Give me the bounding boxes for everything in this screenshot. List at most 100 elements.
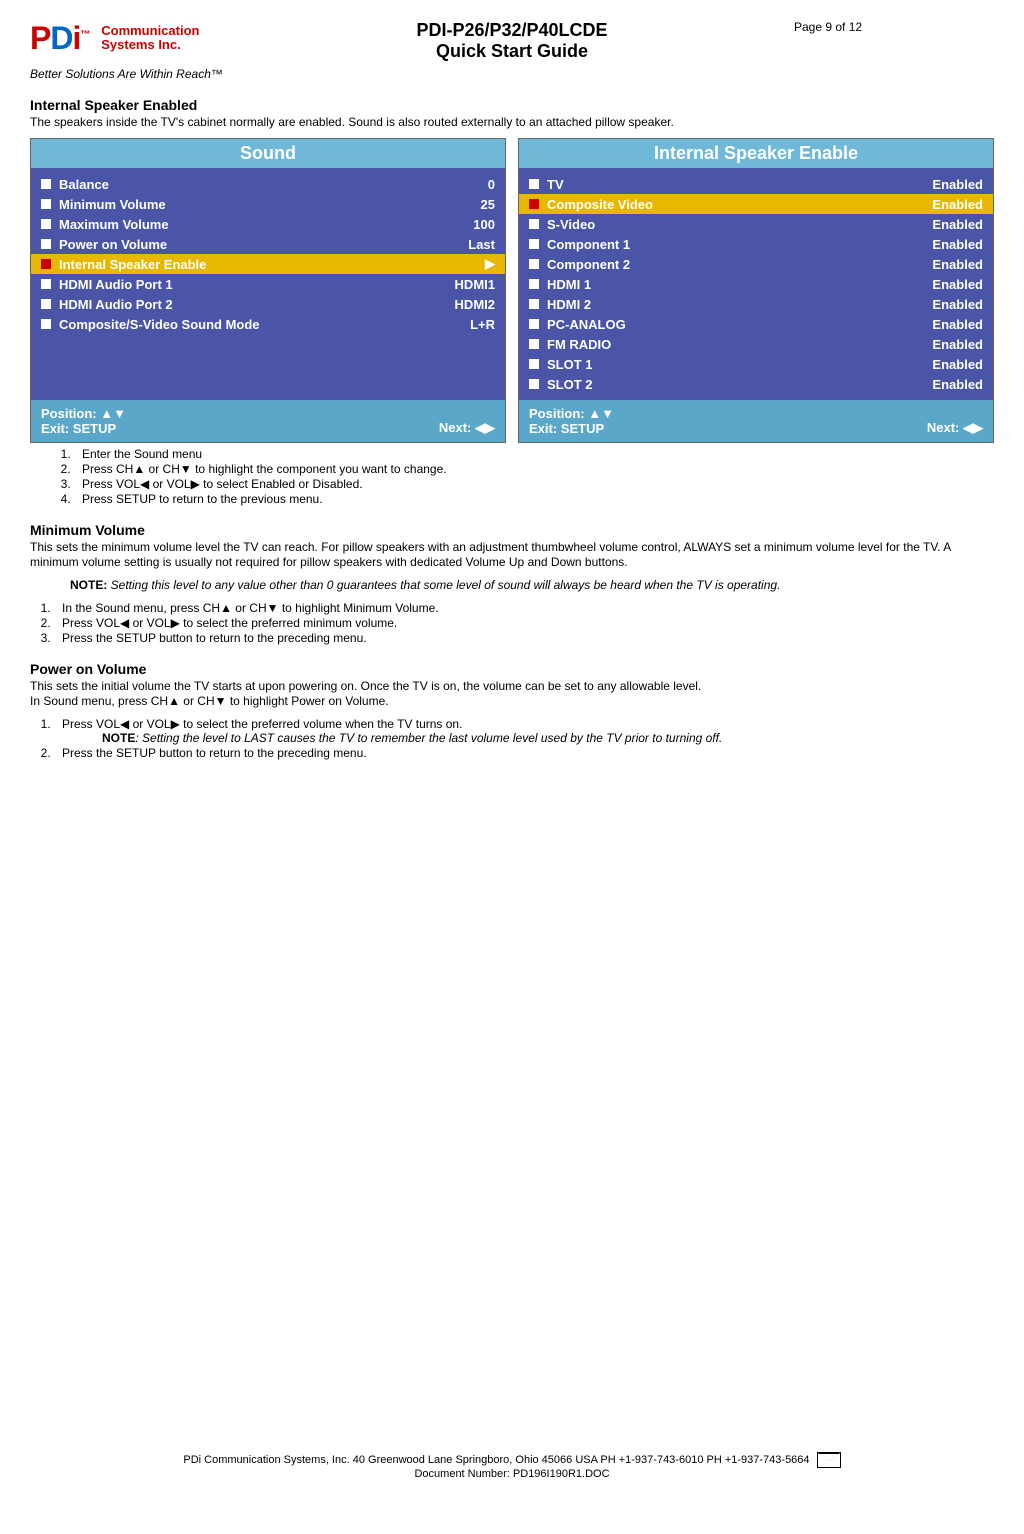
menu-row-value: Enabled — [932, 237, 983, 252]
logo: PDi™ — [30, 20, 97, 56]
footer-position: Position: ▲▼ — [529, 406, 927, 421]
list-item: Press VOL◀ or VOL▶ to select the preferr… — [54, 717, 994, 745]
menu-row: Component 1Enabled — [519, 234, 993, 254]
menu-row-label: Maximum Volume — [59, 217, 473, 232]
menu-row-label: S-Video — [547, 217, 932, 232]
menu-row-label: SLOT 1 — [547, 357, 932, 372]
sound-menu-title: Sound — [31, 139, 505, 168]
menu-row-value: 25 — [481, 197, 495, 212]
menu-row: Internal Speaker Enable▶ — [31, 254, 505, 274]
menu-row-value: Enabled — [932, 317, 983, 332]
list-item: Press the SETUP button to return to the … — [54, 631, 994, 645]
menu-row: Component 2Enabled — [519, 254, 993, 274]
menu-row: FM RADIOEnabled — [519, 334, 993, 354]
section-text-power-on-volume: This sets the initial volume the TV star… — [30, 679, 994, 694]
section-heading-internal-speaker: Internal Speaker Enabled — [30, 97, 994, 113]
menu-row-value: Enabled — [932, 357, 983, 372]
bullet-icon — [529, 179, 539, 189]
sound-menu: Sound Balance0Minimum Volume25Maximum Vo… — [30, 138, 506, 443]
menu-row-label: Composite/S-Video Sound Mode — [59, 317, 470, 332]
menu-row-value: Enabled — [932, 337, 983, 352]
bullet-icon — [529, 319, 539, 329]
menu-row: HDMI Audio Port 1HDMI1 — [31, 274, 505, 294]
envelope-icon — [817, 1452, 841, 1468]
menu-screenshots: Sound Balance0Minimum Volume25Maximum Vo… — [30, 138, 994, 443]
menu-row-value: HDMI2 — [455, 297, 495, 312]
menu-row-label: TV — [547, 177, 932, 192]
menu-row: PC-ANALOGEnabled — [519, 314, 993, 334]
bullet-icon — [41, 179, 51, 189]
menu-row-label: HDMI Audio Port 2 — [59, 297, 455, 312]
bullet-icon — [41, 239, 51, 249]
note-min-volume: NOTE: Setting this level to any value ot… — [70, 578, 994, 593]
internal-speaker-menu-title: Internal Speaker Enable — [519, 139, 993, 168]
menu-row-value: 100 — [473, 217, 495, 232]
menu-row-value: Enabled — [932, 297, 983, 312]
menu-row-value: L+R — [470, 317, 495, 332]
menu-row: HDMI 2Enabled — [519, 294, 993, 314]
bullet-icon — [529, 199, 539, 209]
menu-row: Composite/S-Video Sound ModeL+R — [31, 314, 505, 334]
bullet-icon — [529, 339, 539, 349]
bullet-icon — [41, 319, 51, 329]
menu-row-label: HDMI 2 — [547, 297, 932, 312]
section-text-internal-speaker: The speakers inside the TV's cabinet nor… — [30, 115, 994, 130]
menu-row: HDMI 1Enabled — [519, 274, 993, 294]
tagline: Better Solutions Are Within Reach™ — [30, 67, 290, 81]
bullet-icon — [529, 359, 539, 369]
footer-exit: Exit: SETUP — [41, 421, 439, 436]
section-heading-min-volume: Minimum Volume — [30, 522, 994, 538]
footer-exit: Exit: SETUP — [529, 421, 927, 436]
list-item: Press SETUP to return to the previous me… — [74, 492, 994, 506]
bullet-icon — [529, 379, 539, 389]
list-item: In the Sound menu, press CH▲ or CH▼ to h… — [54, 601, 994, 615]
sound-menu-footer: Position: ▲▼ Exit: SETUP Next: ◀▶ — [31, 400, 505, 442]
bullet-icon — [529, 239, 539, 249]
menu-row-label: HDMI Audio Port 1 — [59, 277, 455, 292]
menu-row-label: Component 2 — [547, 257, 932, 272]
menu-row-label: Minimum Volume — [59, 197, 481, 212]
menu-row-value: Last — [468, 237, 495, 252]
doc-title: PDI-P26/P32/P40LCDE Quick Start Guide — [290, 20, 734, 62]
bullet-icon — [41, 219, 51, 229]
menu-row-value: Enabled — [932, 377, 983, 392]
menu-row-label: Balance — [59, 177, 488, 192]
list-item: Enter the Sound menu — [74, 447, 994, 461]
menu-row-value: ▶ — [485, 256, 495, 272]
menu-row: Minimum Volume25 — [31, 194, 505, 214]
company-name: Communication Systems Inc. — [101, 24, 199, 53]
menu-row-label: HDMI 1 — [547, 277, 932, 292]
bullet-icon — [529, 299, 539, 309]
menu-row-label: Component 1 — [547, 237, 932, 252]
steps-min-volume: In the Sound menu, press CH▲ or CH▼ to h… — [30, 601, 994, 645]
bullet-icon — [41, 279, 51, 289]
list-item: Press CH▲ or CH▼ to highlight the compon… — [74, 462, 994, 476]
bullet-icon — [529, 279, 539, 289]
menu-row: HDMI Audio Port 2HDMI2 — [31, 294, 505, 314]
bullet-icon — [41, 259, 51, 269]
menu-row-label: Internal Speaker Enable — [59, 257, 485, 272]
section-heading-power-on-volume: Power on Volume — [30, 661, 994, 677]
list-item: Press VOL◀ or VOL▶ to select Enabled or … — [74, 477, 994, 491]
menu-row-label: Power on Volume — [59, 237, 468, 252]
menu-row-value: HDMI1 — [455, 277, 495, 292]
footer-next: Next: ◀▶ — [927, 420, 983, 436]
steps-internal-speaker: Enter the Sound menuPress CH▲ or CH▼ to … — [30, 447, 994, 506]
menu-row-label: FM RADIO — [547, 337, 932, 352]
menu-row-label: SLOT 2 — [547, 377, 932, 392]
internal-speaker-menu-footer: Position: ▲▼ Exit: SETUP Next: ◀▶ — [519, 400, 993, 442]
menu-row: Power on VolumeLast — [31, 234, 505, 254]
menu-row: SLOT 2Enabled — [519, 374, 993, 394]
list-item: Press VOL◀ or VOL▶ to select the preferr… — [54, 616, 994, 630]
list-item: Press the SETUP button to return to the … — [54, 746, 994, 760]
bullet-icon — [41, 199, 51, 209]
menu-row-value: Enabled — [932, 277, 983, 292]
bullet-icon — [529, 259, 539, 269]
footer-position: Position: ▲▼ — [41, 406, 439, 421]
logo-block: PDi™ Communication Systems Inc. Better S… — [30, 20, 290, 81]
menu-row: Maximum Volume100 — [31, 214, 505, 234]
bullet-icon — [529, 219, 539, 229]
menu-row: TVEnabled — [519, 174, 993, 194]
section-text-min-volume: This sets the minimum volume level the T… — [30, 540, 994, 570]
menu-row-value: Enabled — [932, 217, 983, 232]
